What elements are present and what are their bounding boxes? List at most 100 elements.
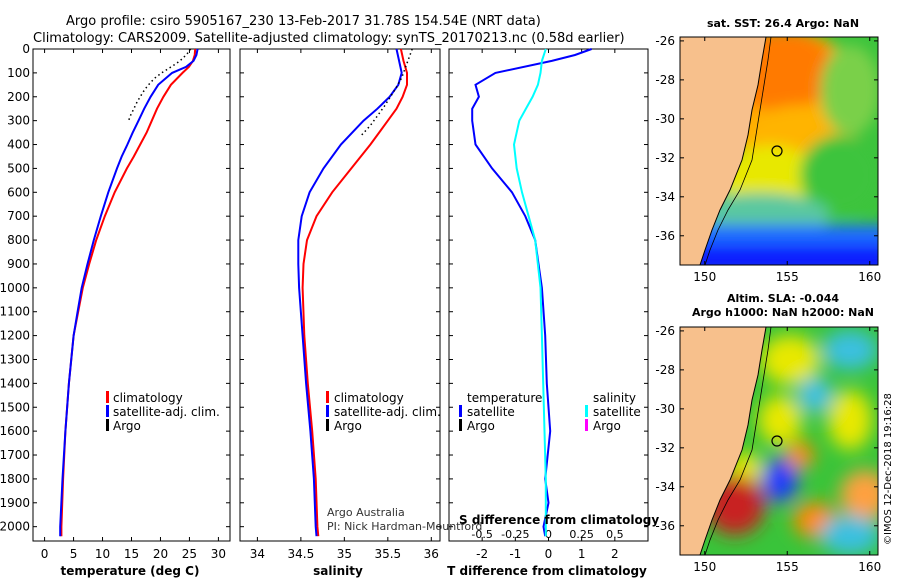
legend-climatology-swatch: [106, 391, 109, 403]
map-y-tick-label: -36: [655, 229, 675, 243]
legend-s-argo-label: Argo: [593, 419, 621, 433]
map-x-tick-label: 150: [693, 560, 716, 574]
legend-climatology-swatch: [326, 391, 329, 403]
y-tick-label: 300: [7, 114, 30, 128]
x-tick-label: 1: [578, 547, 586, 561]
series-line-t-satellite: [471, 48, 592, 537]
sst-map-frame: [679, 36, 879, 266]
title-line-1: Argo profile: csiro 5905167_230 13-Feb-2…: [66, 14, 541, 29]
x-tick-label: -1: [509, 547, 521, 561]
x-tick-label: 20: [153, 547, 168, 561]
legend-satellite-label: satellite-adj. clim.: [113, 405, 220, 419]
difference-x-label: T difference from climatology: [447, 564, 647, 578]
legend-temperature-title: temperature: [467, 391, 542, 405]
x-tick-label: 30: [211, 547, 226, 561]
x-tick-label: 15: [124, 547, 139, 561]
y-tick-label: 1700: [0, 448, 30, 462]
y-tick-label: 900: [7, 257, 30, 271]
x-tick-label: 34.5: [288, 547, 315, 561]
temperature-x-label: temperature (deg C): [61, 564, 200, 578]
difference-top-axis-label: S difference from climatology: [459, 513, 659, 527]
map-y-tick-label: -32: [655, 151, 675, 165]
argo-float-marker: [771, 145, 783, 157]
difference-chart: -2 -1 0 1 2 -0.5 -0.25 0 0.25 0.5: [449, 48, 648, 561]
x-top-tick-label: -0.5: [471, 528, 492, 541]
temperature-legend: climatology satellite-adj. clim. Argo: [106, 391, 220, 433]
legend-satellite-label: satellite-adj. clim.: [334, 405, 441, 419]
map-y-tick-label: -28: [655, 73, 675, 87]
legend-s-argo-swatch: [585, 419, 588, 431]
title-line-2: Climatology: CARS2009. Satellite-adjuste…: [33, 31, 625, 46]
x-tick-label: -2: [476, 547, 488, 561]
x-top-tick-label: 0.25: [569, 528, 594, 541]
y-tick-label: 700: [7, 209, 30, 223]
credit-line-1: Argo Australia: [327, 506, 405, 519]
map-y-tick-label: -26: [655, 34, 675, 48]
legend-climatology-label: climatology: [334, 391, 404, 405]
sst-map-title: sat. SST: 26.4 Argo: NaN: [707, 17, 859, 30]
series-line-climatology: [301, 48, 408, 537]
y-tick-label: 400: [7, 138, 30, 152]
y-tick-label: 800: [7, 233, 30, 247]
difference-panel-frame: [448, 48, 649, 542]
map-x-tick-label: 155: [776, 270, 799, 284]
salinity-x-label: salinity: [313, 564, 363, 578]
sla-map: Altim. SLA: -0.044 Argo h1000: NaN h2000…: [655, 292, 881, 574]
legend-s-satellite-swatch: [585, 405, 588, 417]
y-tick-label: 500: [7, 161, 30, 175]
sla-map-frame: [679, 326, 879, 556]
y-tick-label: 100: [7, 66, 30, 80]
watermark: ©IMOS 12-Dec-2018 19:16:28: [883, 393, 894, 545]
y-tick-label: 1600: [0, 424, 30, 438]
salinity-panel-frame: [239, 48, 441, 542]
legend-t-argo-label: Argo: [467, 419, 495, 433]
legend-t-argo-swatch: [459, 419, 462, 431]
sla-map-title-1: Altim. SLA: -0.044: [727, 292, 839, 305]
x-tick-label: 34: [250, 547, 265, 561]
legend-satellite-swatch: [326, 405, 329, 417]
y-tick-label: 1200: [0, 329, 30, 343]
y-tick-label: 1900: [0, 496, 30, 510]
map-y-tick-label: -34: [655, 480, 675, 494]
x-tick-label: 36: [424, 547, 439, 561]
map-y-tick-label: -26: [655, 324, 675, 338]
map-y-tick-label: -28: [655, 363, 675, 377]
legend-t-satellite-swatch: [459, 405, 462, 417]
map-x-tick-label: 160: [858, 560, 881, 574]
x-top-tick-label: 0: [545, 528, 552, 541]
y-tick-label: 0: [22, 42, 30, 56]
map-x-tick-label: 150: [693, 270, 716, 284]
legend-satellite-swatch: [106, 405, 109, 417]
x-tick-label: 35: [337, 547, 352, 561]
x-tick-label: 0: [41, 547, 49, 561]
legend-argo-swatch: [326, 419, 329, 431]
salinity-chart: 34 34.5 35 35.5 36: [240, 48, 440, 561]
map-y-tick-label: -30: [655, 402, 675, 416]
salinity-legend: climatology satellite-adj. clim. Argo: [326, 391, 441, 433]
y-tick-label: 1800: [0, 472, 30, 486]
x-tick-label: 25: [182, 547, 197, 561]
x-tick-label: 2: [611, 547, 619, 561]
y-tick-label: 1300: [0, 352, 30, 366]
y-tick-label: 1000: [0, 281, 30, 295]
legend-salinity-title: salinity: [593, 391, 636, 405]
x-tick-label: 35.5: [374, 547, 401, 561]
temperature-chart: 0 5 10 15 20 25 300100200300400500600700800900…: [0, 42, 230, 561]
legend-argo-swatch: [106, 419, 109, 431]
difference-legend: temperature satellite Argo salinity sate…: [459, 391, 641, 433]
legend-argo-label: Argo: [334, 419, 362, 433]
x-tick-label: 0: [545, 547, 553, 561]
y-tick-label: 1500: [0, 400, 30, 414]
y-tick-label: 1400: [0, 376, 30, 390]
map-y-tick-label: -36: [655, 519, 675, 533]
x-top-tick-label: 0.5: [606, 528, 624, 541]
argo-float-marker: [771, 435, 783, 447]
x-tick-label: 10: [95, 547, 110, 561]
land-area: [680, 327, 766, 555]
sla-map-title-2: Argo h1000: NaN h2000: NaN: [692, 306, 874, 319]
sst-map: sat. SST: 26.4 Argo: NaN 150 155 160 -26 -28…: [655, 17, 881, 284]
map-y-tick-label: -30: [655, 112, 675, 126]
legend-s-satellite-label: satellite: [593, 405, 641, 419]
map-x-tick-label: 160: [858, 270, 881, 284]
legend-climatology-label: climatology: [113, 391, 183, 405]
